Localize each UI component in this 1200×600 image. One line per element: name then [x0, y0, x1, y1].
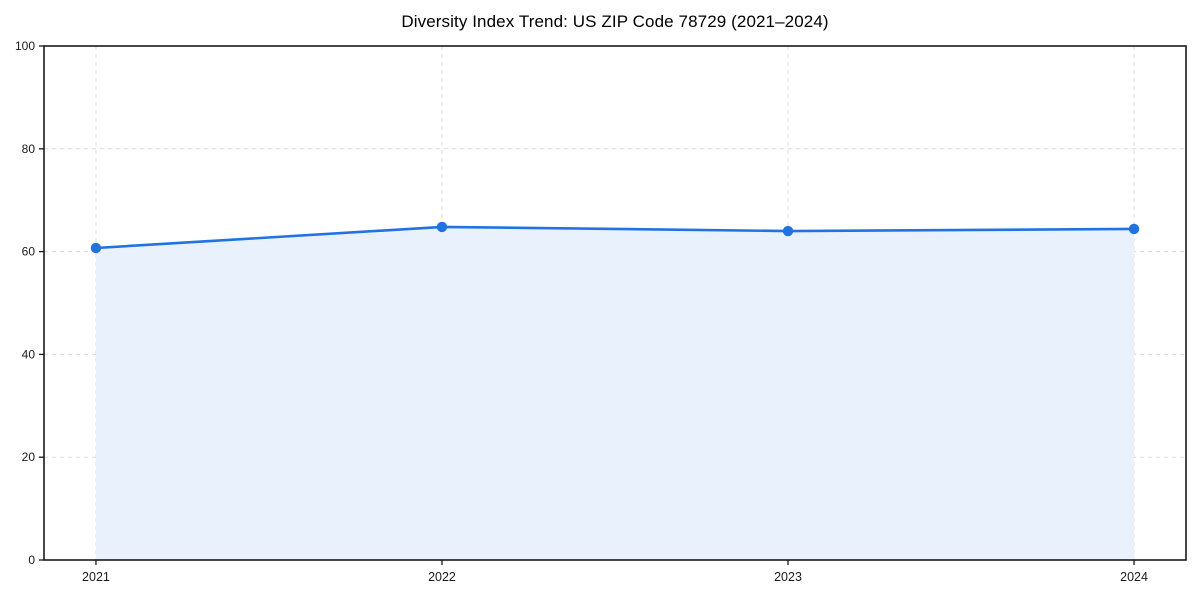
y-tick-label-60: 60: [22, 245, 36, 259]
y-tick-label-20: 20: [22, 450, 36, 464]
y-tick-label-0: 0: [28, 553, 35, 567]
chart-title: Diversity Index Trend: US ZIP Code 78729…: [401, 12, 829, 31]
data-point-2021: [90, 242, 102, 254]
y-tick-label-80: 80: [22, 142, 36, 156]
y-tick-label-40: 40: [22, 347, 36, 361]
data-point-2022: [436, 221, 448, 233]
series-area-fill: [95, 226, 1135, 561]
data-point-2023: [782, 225, 794, 237]
x-tick-label-2022: 2022: [428, 570, 456, 584]
x-tick-label-2021: 2021: [82, 570, 110, 584]
y-tick-label-100: 100: [15, 39, 35, 53]
axes-spines: [43, 45, 1187, 561]
series-line: [94, 225, 1136, 250]
x-tick-label-2023: 2023: [774, 570, 802, 584]
data-point-2024: [1128, 223, 1140, 235]
x-tick-label-2024: 2024: [1120, 570, 1148, 584]
